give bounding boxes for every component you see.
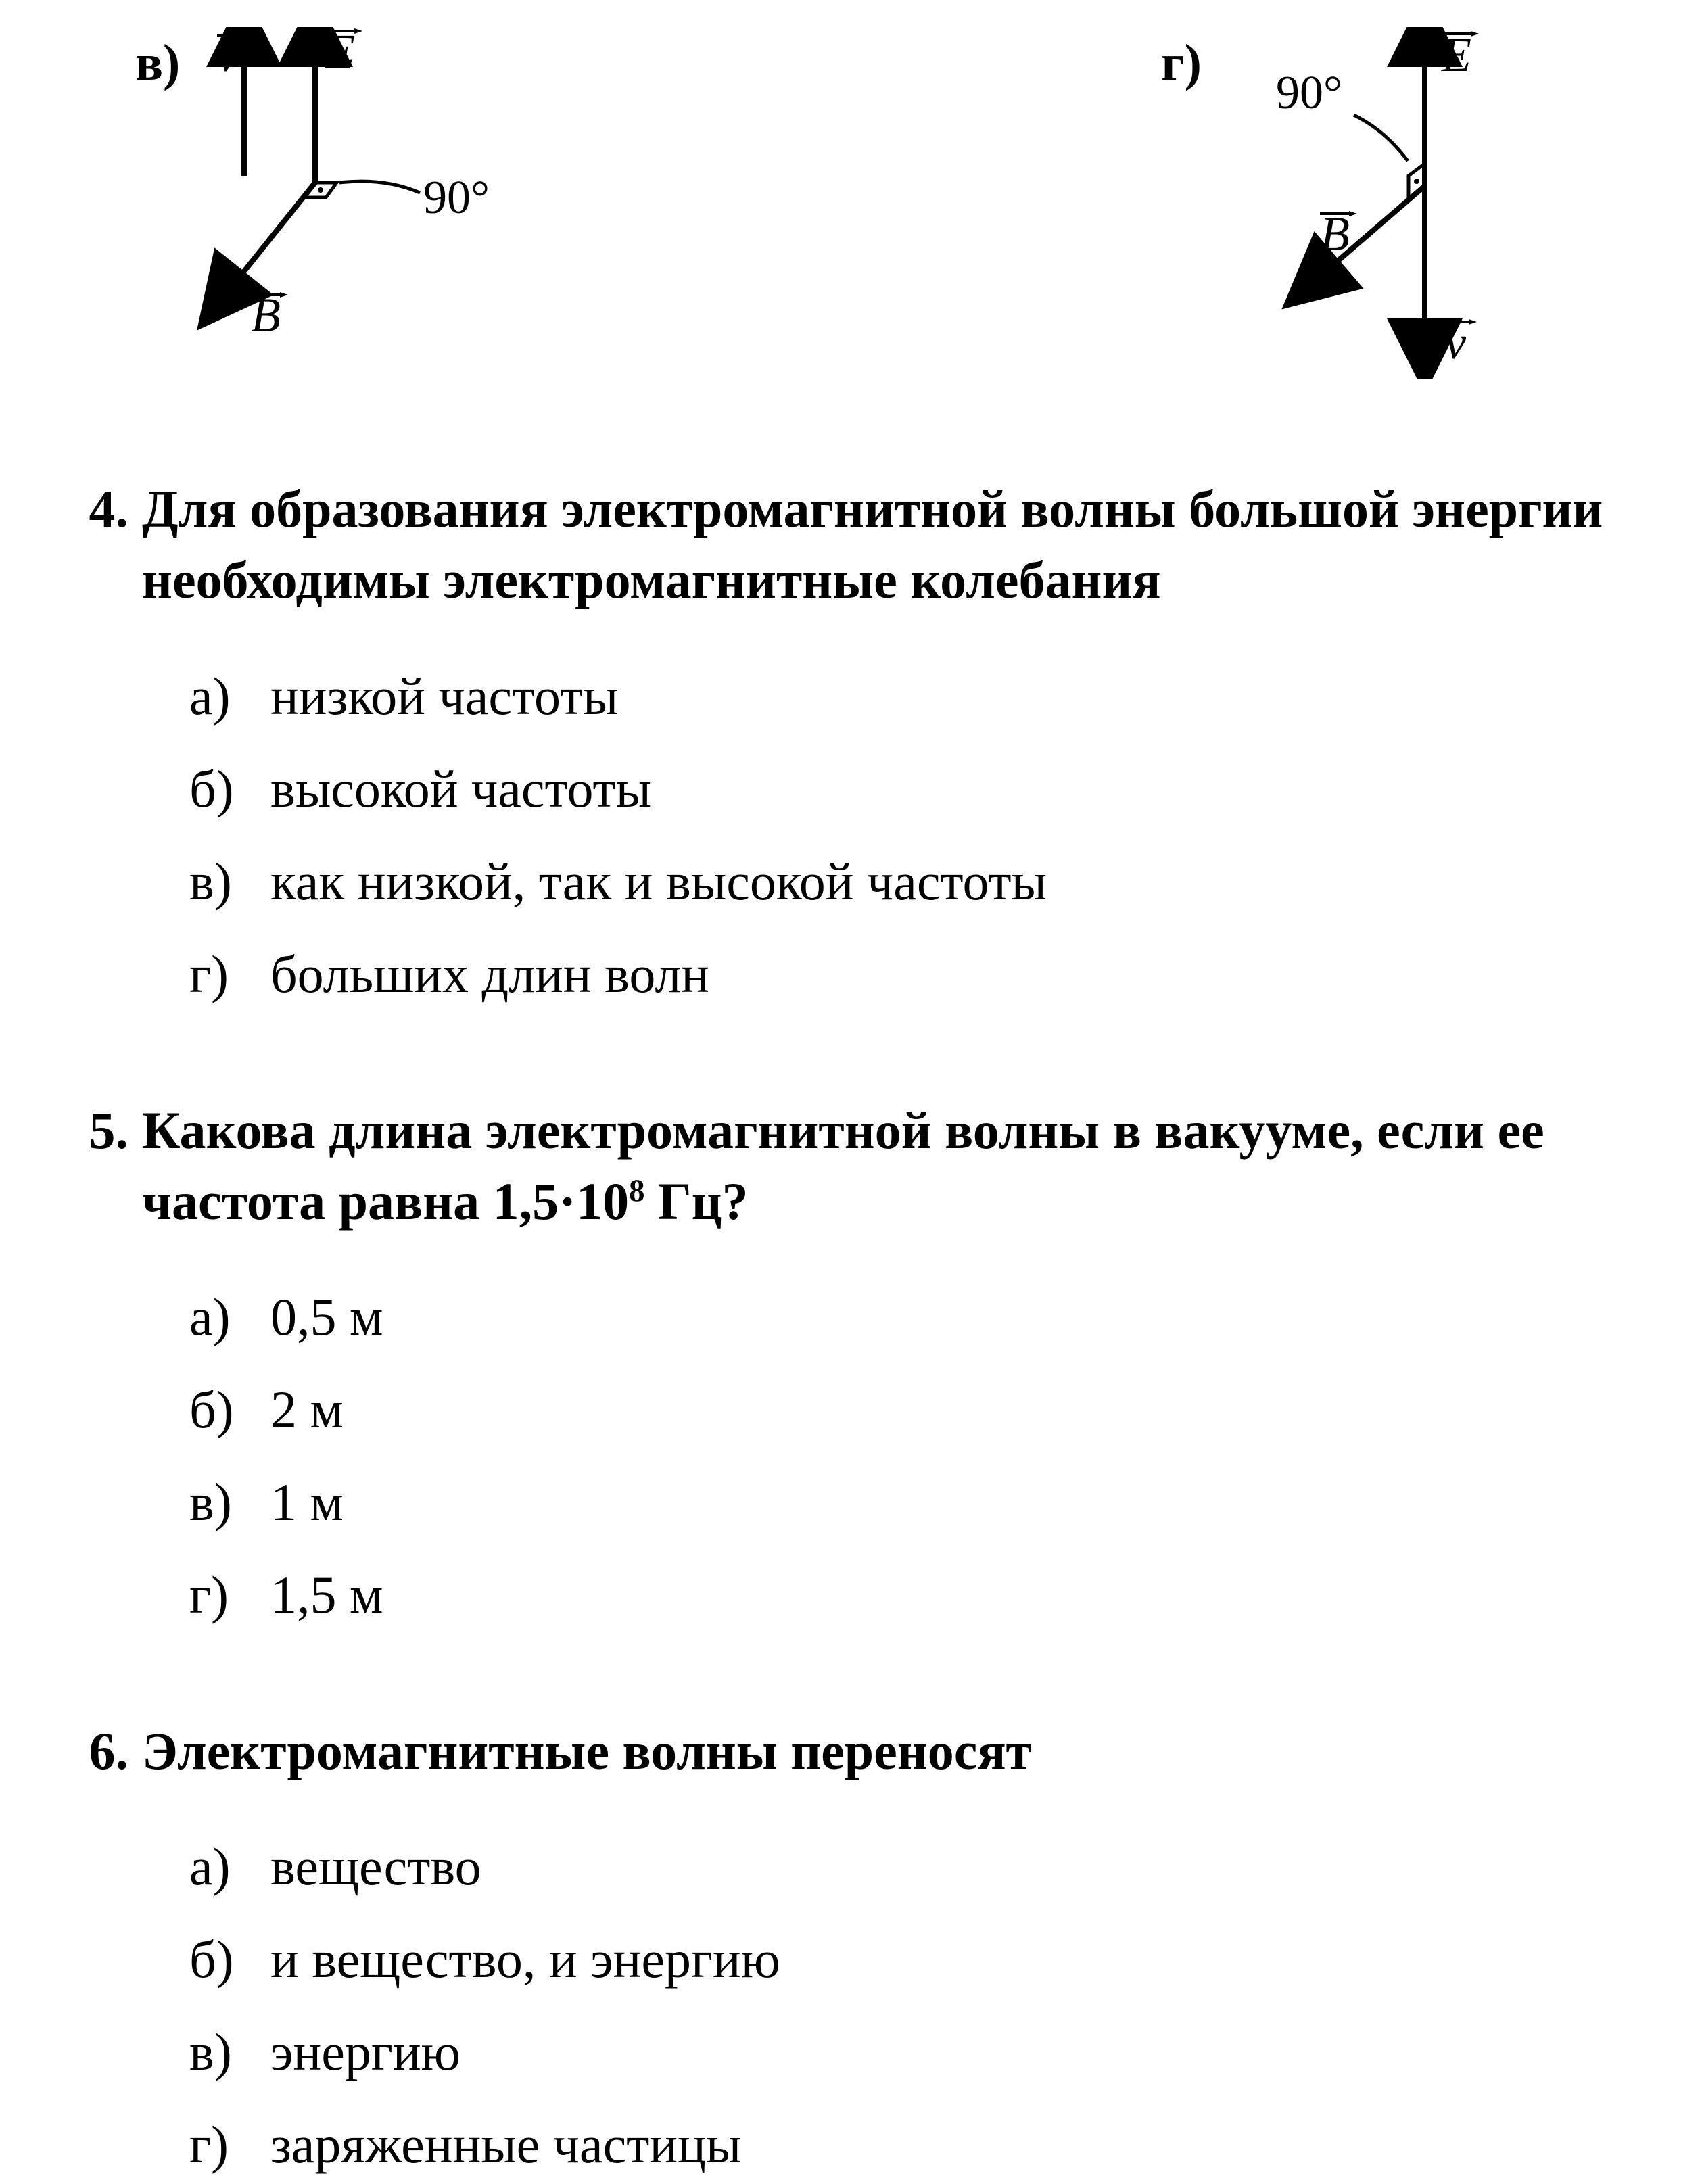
option-text: и вещество, и энергию	[270, 1920, 780, 1999]
diagram-v-svg: v E B 90°	[180, 27, 586, 352]
angle-90-label-right: 90°	[1276, 67, 1342, 119]
diagram-label-v: в)	[135, 34, 180, 93]
question-5-option-b: б) 2 м	[189, 1370, 1621, 1449]
diagrams-row: в) v	[54, 27, 1621, 379]
v-vector-label-r: v	[1445, 317, 1467, 369]
diagram-g-option: г) E v	[1161, 27, 1553, 379]
e-vector-label-r: E	[1441, 28, 1471, 82]
option-text: вещество	[270, 1827, 481, 1906]
question-5-text: Какова длина электромагнитной волны в ва…	[142, 1095, 1621, 1237]
option-text: как низкой, так и высокой частоты	[270, 842, 1047, 921]
angle-90-label-left: 90°	[423, 172, 490, 224]
option-letter: а)	[189, 1827, 270, 1906]
question-6-option-g: г) заряженные частицы	[189, 2105, 1621, 2184]
diagram-g-svg: E v B 90°	[1202, 27, 1553, 379]
option-letter: г)	[189, 2105, 270, 2184]
option-letter: в)	[189, 842, 270, 921]
v-vector-label: v	[217, 30, 239, 82]
option-text: больших длин волн	[270, 934, 709, 1014]
option-text: 2 м	[270, 1370, 344, 1449]
option-letter: б)	[189, 749, 270, 828]
option-text: заряженные частицы	[270, 2105, 741, 2184]
option-letter: г)	[189, 1555, 270, 1634]
question-6-options: а) вещество б) и вещество, и энергию в) …	[54, 1827, 1621, 2184]
question-5-option-a: а) 0,5 м	[189, 1277, 1621, 1356]
question-4-option-v: в) как низкой, так и высокой частоты	[189, 842, 1621, 921]
diagram-v-option: в) v	[135, 27, 586, 352]
e-vector-label: E	[325, 27, 355, 78]
question-6-option-v: в) энергию	[189, 2012, 1621, 2091]
physics-test-page: в) v	[0, 0, 1702, 2028]
option-text: высокой частоты	[270, 749, 651, 828]
option-text: низкой частоты	[270, 657, 618, 736]
question-6: 6. Электромагнитные волны переносят а) в…	[54, 1715, 1621, 2184]
question-6-stem: 6. Электромагнитные волны переносят	[54, 1715, 1621, 1786]
question-4-options: а) низкой частоты б) высокой частоты в) …	[54, 657, 1621, 1014]
question-6-text: Электромагнитные волны переносят	[142, 1715, 1621, 1786]
option-letter: а)	[189, 657, 270, 736]
question-5: 5. Какова длина электромагнитной волны в…	[54, 1095, 1621, 1635]
question-4: 4. Для образования электромагнитной волн…	[54, 473, 1621, 1014]
option-letter: г)	[189, 934, 270, 1014]
option-letter: в)	[189, 2012, 270, 2091]
option-text: 1,5 м	[270, 1555, 383, 1634]
question-4-text: Для образования электромагнитной волны б…	[142, 473, 1621, 616]
question-6-option-b: б) и вещество, и энергию	[189, 1920, 1621, 1999]
option-text: 0,5 м	[270, 1277, 383, 1356]
question-5-number: 5.	[54, 1095, 142, 1166]
option-letter: б)	[189, 1920, 270, 1999]
question-6-option-a: а) вещество	[189, 1827, 1621, 1906]
option-letter: б)	[189, 1370, 270, 1449]
question-5-options: а) 0,5 м б) 2 м в) 1 м г) 1,5 м	[54, 1277, 1621, 1634]
option-letter: а)	[189, 1277, 270, 1356]
question-4-number: 4.	[54, 473, 142, 544]
question-4-option-g: г) больших длин волн	[189, 934, 1621, 1014]
question-5-option-v: в) 1 м	[189, 1463, 1621, 1542]
option-text: 1 м	[270, 1463, 344, 1542]
question-5-stem: 5. Какова длина электромагнитной волны в…	[54, 1095, 1621, 1237]
question-4-option-a: а) низкой частоты	[189, 657, 1621, 736]
option-text: энергию	[270, 2012, 460, 2091]
question-4-stem: 4. Для образования электромагнитной волн…	[54, 473, 1621, 616]
question-5-option-g: г) 1,5 м	[189, 1555, 1621, 1634]
diagram-label-g: г)	[1161, 34, 1202, 93]
question-6-number: 6.	[54, 1715, 142, 1786]
option-letter: в)	[189, 1463, 270, 1542]
question-4-option-b: б) высокой частоты	[189, 749, 1621, 828]
